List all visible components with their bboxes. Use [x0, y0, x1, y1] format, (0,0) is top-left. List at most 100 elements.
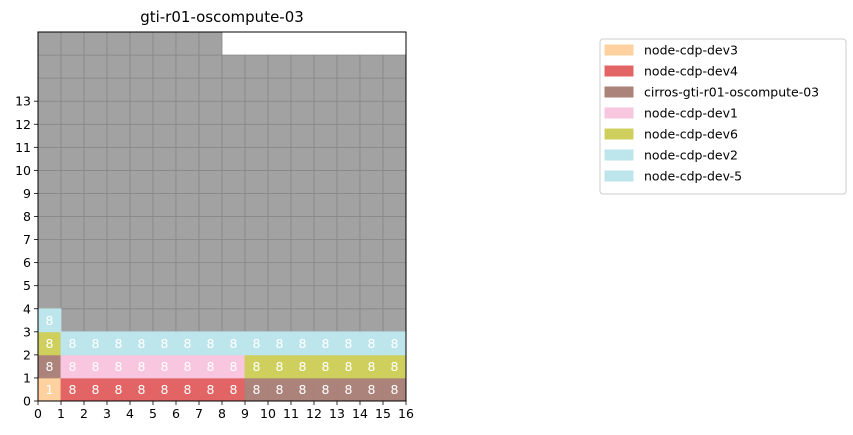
unused-cell — [106, 308, 131, 333]
unused-cell — [313, 239, 338, 264]
unused-cell — [382, 193, 407, 217]
x-tick-label: 10 — [260, 406, 276, 421]
unused-cell — [129, 31, 154, 56]
unused-cell — [83, 239, 108, 264]
legend-label: node-cdp-dev4 — [644, 64, 738, 79]
cell-value-label: 8 — [253, 382, 261, 397]
unused-cell — [37, 216, 62, 240]
legend-swatch — [604, 86, 634, 98]
unused-cell — [198, 285, 223, 310]
cell-value-label: 8 — [184, 382, 192, 397]
unused-cell — [37, 169, 62, 194]
y-tick-label: 0 — [23, 394, 31, 409]
unused-cell — [244, 216, 269, 240]
unused-cell — [83, 146, 108, 171]
cell-value-label: 8 — [138, 336, 146, 351]
unused-cell — [129, 100, 154, 125]
unused-cell — [83, 77, 108, 102]
unused-cell — [359, 100, 384, 125]
cell-value-label: 8 — [161, 336, 169, 351]
unused-cell — [359, 239, 384, 264]
unused-cell — [175, 54, 200, 79]
cell-value-label: 8 — [299, 382, 307, 397]
unused-cell — [359, 308, 384, 333]
unused-cell — [290, 169, 315, 194]
unused-cell — [37, 31, 62, 56]
unused-cell — [106, 216, 131, 240]
y-tick-label: 1 — [23, 370, 31, 385]
cell-value-label: 8 — [322, 359, 330, 374]
unused-cell — [175, 123, 200, 148]
legend-label: cirros-gti-r01-oscompute-03 — [644, 85, 819, 100]
cell-value-label: 8 — [92, 382, 100, 397]
unused-cell — [152, 239, 177, 264]
unused-cell — [106, 100, 131, 125]
cell-value-label: 8 — [115, 336, 123, 351]
x-tick-label: 13 — [329, 406, 345, 421]
unused-cell — [129, 54, 154, 79]
unused-cell — [359, 262, 384, 287]
unused-cell — [152, 308, 177, 333]
cell-value-label: 8 — [46, 336, 54, 351]
unused-cell — [198, 262, 223, 287]
x-tick-label: 3 — [103, 406, 111, 421]
unused-cell — [152, 100, 177, 125]
cell-value-label: 8 — [345, 382, 353, 397]
unused-cell — [221, 146, 246, 171]
unused-cell — [313, 216, 338, 240]
unused-cell — [221, 100, 246, 125]
cell-value-label: 8 — [207, 336, 215, 351]
unused-cell — [175, 262, 200, 287]
x-tick-label: 14 — [352, 406, 368, 421]
cell-value-label: 8 — [345, 359, 353, 374]
legend: node-cdp-dev3 node-cdp-dev4 cirros-gti-r01… — [599, 38, 847, 195]
unused-cell — [106, 77, 131, 102]
unused-cell — [37, 77, 62, 102]
unused-cell — [152, 262, 177, 287]
unused-cell — [290, 262, 315, 287]
unused-cell — [336, 123, 361, 148]
unused-cell — [129, 123, 154, 148]
unused-cell — [244, 262, 269, 287]
unused-cell — [37, 100, 62, 125]
unused-cell — [175, 285, 200, 310]
unused-cell — [198, 308, 223, 333]
cell-value-label: 8 — [138, 382, 146, 397]
unused-cell — [244, 193, 269, 217]
cell-value-label: 8 — [345, 336, 353, 351]
unused-cell — [290, 77, 315, 102]
unused-cell — [359, 54, 384, 79]
unused-cell — [198, 193, 223, 217]
cell-value-label: 8 — [184, 336, 192, 351]
unused-cell — [267, 308, 292, 333]
cell-value-label: 8 — [391, 336, 399, 351]
unused-cell — [106, 169, 131, 194]
unused-cell — [382, 169, 407, 194]
x-tick-label: 1 — [57, 406, 65, 421]
unused-cell — [60, 77, 85, 102]
unused-cell — [290, 54, 315, 79]
unused-cell — [244, 308, 269, 333]
unused-cell — [221, 308, 246, 333]
unused-cell — [60, 169, 85, 194]
cell-value-label: 8 — [69, 382, 77, 397]
unused-cell — [106, 123, 131, 148]
legend-label: node-cdp-dev6 — [644, 127, 738, 142]
unused-cell — [106, 285, 131, 310]
unused-cell — [129, 262, 154, 287]
unused-cell — [290, 193, 315, 217]
unused-cell — [152, 169, 177, 194]
unused-cell — [175, 239, 200, 264]
unused-cell — [382, 100, 407, 125]
unused-cell — [106, 239, 131, 264]
unused-cell — [175, 100, 200, 125]
cell-value-label: 8 — [391, 382, 399, 397]
unused-cell — [267, 54, 292, 79]
unused-cell — [175, 193, 200, 217]
unused-cell — [60, 308, 85, 333]
unused-cell — [221, 123, 246, 148]
legend-swatch — [604, 149, 634, 161]
x-tick-label: 2 — [80, 406, 88, 421]
unused-cell — [83, 262, 108, 287]
